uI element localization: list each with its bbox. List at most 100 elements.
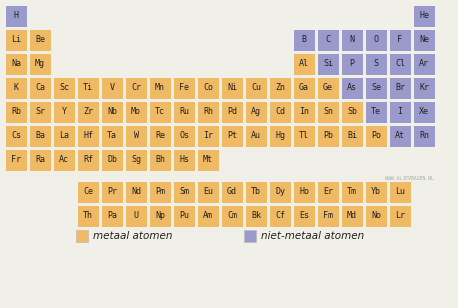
Text: F: F — [398, 35, 403, 44]
Text: Xe: Xe — [419, 107, 429, 116]
Text: Kr: Kr — [419, 83, 429, 92]
Bar — [414, 54, 435, 75]
Bar — [5, 78, 27, 99]
Bar — [77, 78, 98, 99]
Text: Pr: Pr — [107, 188, 117, 197]
Bar — [5, 6, 27, 26]
Text: Sr: Sr — [35, 107, 45, 116]
Text: V: V — [109, 83, 114, 92]
Bar — [269, 181, 290, 202]
Bar — [149, 102, 170, 123]
Text: Ir: Ir — [203, 132, 213, 140]
Text: Sm: Sm — [179, 188, 189, 197]
Bar — [414, 125, 435, 147]
Text: Ta: Ta — [107, 132, 117, 140]
Bar — [29, 30, 50, 51]
Text: Lr: Lr — [395, 212, 405, 221]
Bar — [389, 181, 410, 202]
Bar — [365, 102, 387, 123]
Bar — [102, 181, 122, 202]
Text: Ar: Ar — [419, 59, 429, 68]
Text: Bi: Bi — [347, 132, 357, 140]
Bar — [342, 205, 362, 226]
Bar — [77, 205, 98, 226]
Bar — [222, 102, 242, 123]
Bar — [389, 30, 410, 51]
Bar — [102, 102, 122, 123]
Bar — [77, 102, 98, 123]
Bar — [29, 149, 50, 171]
Bar — [197, 78, 218, 99]
Bar — [197, 149, 218, 171]
Bar — [222, 205, 242, 226]
Bar — [125, 125, 147, 147]
Bar — [29, 102, 50, 123]
Text: Rn: Rn — [419, 132, 429, 140]
Bar — [149, 149, 170, 171]
Bar — [342, 78, 362, 99]
Text: Md: Md — [347, 212, 357, 221]
Text: Mo: Mo — [131, 107, 141, 116]
Text: Pm: Pm — [155, 188, 165, 197]
Text: Yb: Yb — [371, 188, 381, 197]
Bar — [5, 102, 27, 123]
Text: Lu: Lu — [395, 188, 405, 197]
Bar — [342, 181, 362, 202]
Text: In: In — [299, 107, 309, 116]
Bar — [77, 125, 98, 147]
Bar — [365, 125, 387, 147]
Text: Cd: Cd — [275, 107, 285, 116]
Bar — [317, 125, 338, 147]
Bar — [414, 30, 435, 51]
Text: Os: Os — [179, 132, 189, 140]
Bar — [149, 125, 170, 147]
Bar — [125, 78, 147, 99]
Bar — [317, 205, 338, 226]
Text: Sg: Sg — [131, 156, 141, 164]
Text: Mg: Mg — [35, 59, 45, 68]
Bar — [317, 30, 338, 51]
Text: Ho: Ho — [299, 188, 309, 197]
Bar — [294, 102, 315, 123]
Bar — [222, 125, 242, 147]
Text: Ra: Ra — [35, 156, 45, 164]
Bar — [414, 6, 435, 26]
Text: metaal atomen: metaal atomen — [93, 231, 173, 241]
Text: Ba: Ba — [35, 132, 45, 140]
Bar — [54, 102, 75, 123]
Text: Rf: Rf — [83, 156, 93, 164]
Bar — [269, 78, 290, 99]
Text: No: No — [371, 212, 381, 221]
Bar — [365, 54, 387, 75]
Text: At: At — [395, 132, 405, 140]
Bar — [149, 205, 170, 226]
Text: Pb: Pb — [323, 132, 333, 140]
Bar — [54, 78, 75, 99]
Bar — [174, 125, 195, 147]
Text: Er: Er — [323, 188, 333, 197]
Text: Ac: Ac — [59, 156, 69, 164]
Text: Cf: Cf — [275, 212, 285, 221]
Bar — [365, 78, 387, 99]
Text: Mt: Mt — [203, 156, 213, 164]
Text: Tb: Tb — [251, 188, 261, 197]
Text: Bk: Bk — [251, 212, 261, 221]
Text: Cu: Cu — [251, 83, 261, 92]
Text: Cr: Cr — [131, 83, 141, 92]
Text: Co: Co — [203, 83, 213, 92]
Bar — [389, 125, 410, 147]
Bar — [294, 30, 315, 51]
Text: Fm: Fm — [323, 212, 333, 221]
Text: Ga: Ga — [299, 83, 309, 92]
Text: Ag: Ag — [251, 107, 261, 116]
Bar — [29, 78, 50, 99]
Text: Au: Au — [251, 132, 261, 140]
Text: K: K — [13, 83, 18, 92]
Bar — [54, 125, 75, 147]
Bar — [174, 78, 195, 99]
Text: Cs: Cs — [11, 132, 21, 140]
Bar — [389, 205, 410, 226]
Bar — [317, 78, 338, 99]
Text: Ti: Ti — [83, 83, 93, 92]
Text: Be: Be — [35, 35, 45, 44]
